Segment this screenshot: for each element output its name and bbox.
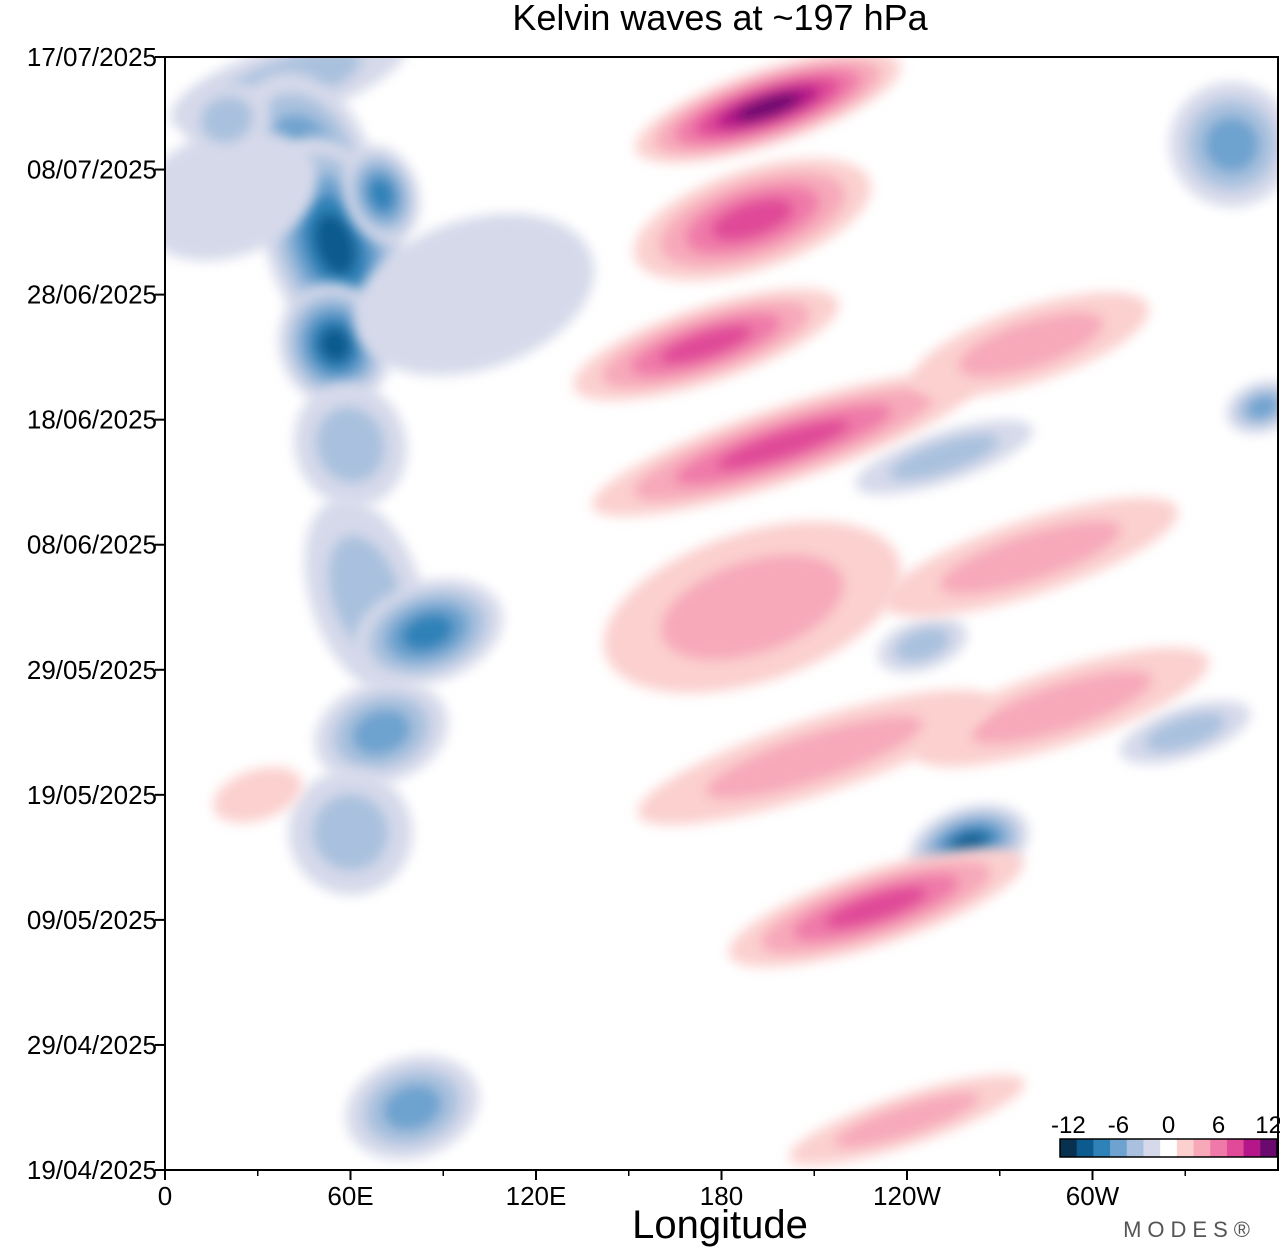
- colorbar: -12 -6 0 6 12: [1051, 1112, 1280, 1158]
- anomaly-contour: [939, 520, 1122, 594]
- anomaly-contour: [351, 709, 411, 756]
- x-tick-label: 0: [158, 1181, 172, 1211]
- anomaly-feature: [288, 769, 413, 895]
- colorbar-label: 0: [1162, 1112, 1175, 1139]
- anomaly-contour: [894, 627, 951, 662]
- colorbar-swatch: [1243, 1139, 1261, 1157]
- y-tick-label: 18/06/2025: [27, 405, 157, 435]
- anomaly-contour: [312, 793, 389, 871]
- anomaly-feature: [352, 579, 503, 686]
- colorbar-swatch: [1143, 1139, 1161, 1157]
- y-tick-label: 19/04/2025: [27, 1155, 157, 1185]
- anomaly-feature: [633, 158, 872, 281]
- anomaly-contour: [957, 312, 1104, 377]
- anomaly-contour: [315, 406, 386, 483]
- colorbar-swatch: [1110, 1139, 1128, 1157]
- y-tick-label: 08/06/2025: [27, 530, 157, 560]
- x-tick-label: 60W: [1066, 1181, 1120, 1211]
- anomaly-contour: [382, 1084, 442, 1131]
- anomaly-feature: [728, 847, 1024, 968]
- anomaly-contour: [705, 715, 924, 799]
- y-tick-label: 29/05/2025: [27, 655, 157, 685]
- anomaly-feature: [603, 521, 902, 694]
- anomaly-feature: [314, 680, 448, 785]
- x-tick-label: 60E: [327, 1181, 373, 1211]
- anomaly-feature: [635, 57, 901, 163]
- y-tick-label: 28/06/2025: [27, 280, 157, 310]
- x-tick-label: 120W: [873, 1181, 941, 1211]
- anomaly-contour: [314, 213, 357, 276]
- anomaly-feature: [855, 419, 1033, 495]
- anomaly-feature: [573, 288, 839, 401]
- colorbar-swatch: [1076, 1139, 1094, 1157]
- colorbar-swatch: [1193, 1139, 1211, 1157]
- anomaly-contour: [659, 325, 753, 365]
- anomaly-contour: [354, 213, 595, 376]
- x-axis: 0 60E 120E 180 120W 60W: [158, 1170, 1186, 1211]
- colorbar-label: 6: [1212, 1112, 1225, 1139]
- anomaly-contour: [735, 93, 801, 121]
- anomaly-feature: [883, 497, 1179, 617]
- y-tick-label: 09/05/2025: [27, 905, 157, 935]
- colorbar-label: -12: [1051, 1112, 1086, 1139]
- anomaly-feature: [1169, 82, 1278, 208]
- colorbar-swatch: [1060, 1139, 1078, 1157]
- anomaly-feature: [637, 689, 992, 825]
- anomaly-contour: [1204, 116, 1260, 173]
- y-axis: 19/04/2025 29/04/2025 09/05/2025 19/05/2025…: [27, 42, 165, 1185]
- anomaly-feature: [342, 145, 420, 244]
- anomaly-contour: [970, 670, 1153, 744]
- x-tick-label: 120E: [506, 1181, 567, 1211]
- anomaly-feature: [914, 647, 1210, 767]
- anomaly-feature: [294, 382, 407, 507]
- anomaly-contour: [711, 198, 794, 241]
- colorbar-swatch: [1260, 1139, 1278, 1157]
- x-axis-title: Longitude: [632, 1203, 808, 1247]
- anomaly-contour: [401, 613, 454, 651]
- y-tick-label: 19/05/2025: [27, 780, 157, 810]
- colorbar-frame: [1059, 1138, 1278, 1158]
- anomaly-contour: [716, 419, 850, 470]
- colorbar-swatch: [1226, 1139, 1245, 1157]
- anomaly-feature: [184, 81, 270, 158]
- anomaly-feature: [354, 213, 595, 376]
- x-tick-label: 180: [700, 1181, 743, 1211]
- y-tick-label: 08/07/2025: [27, 155, 157, 185]
- anomaly-contour: [1246, 395, 1278, 419]
- anomaly-feature: [877, 616, 968, 673]
- anomaly-feature: [591, 373, 975, 517]
- anomaly-contour: [834, 1092, 980, 1148]
- colorbar-swatch: [1093, 1139, 1111, 1157]
- chart-title: Kelvin waves at ~197 hPa: [512, 0, 928, 38]
- anomaly-contour: [660, 554, 845, 661]
- colorbar-label: -6: [1108, 1112, 1129, 1139]
- anomaly-contour: [368, 177, 395, 212]
- colorbar-swatch: [1126, 1139, 1144, 1157]
- anomaly-feature: [1226, 380, 1278, 434]
- colorbar-swatch: [1160, 1139, 1178, 1157]
- anomaly-feature: [789, 1074, 1025, 1165]
- anomaly-contour: [200, 96, 254, 143]
- y-tick-label: 29/04/2025: [27, 1030, 157, 1060]
- anomaly-contour: [824, 886, 928, 929]
- anomaly-feature: [1120, 700, 1251, 765]
- y-tick-label: 17/07/2025: [27, 42, 157, 72]
- anomaly-contour: [212, 767, 303, 823]
- anomaly-feature: [912, 292, 1149, 397]
- colorbar-swatch: [1176, 1139, 1195, 1157]
- anomaly-contour: [318, 326, 352, 363]
- colorbar-label: 12: [1255, 1112, 1280, 1139]
- anomaly-contour: [1145, 712, 1226, 752]
- anomaly-feature: [345, 1055, 479, 1160]
- anomaly-contour: [165, 128, 318, 261]
- anomaly-contour: [889, 434, 999, 481]
- anomaly-feature: [212, 767, 303, 823]
- colorbar-swatch: [1210, 1139, 1228, 1157]
- modes-logo: MODES®: [1123, 1217, 1256, 1242]
- anomaly-field: [165, 57, 1278, 1165]
- anomaly-feature: [165, 128, 318, 261]
